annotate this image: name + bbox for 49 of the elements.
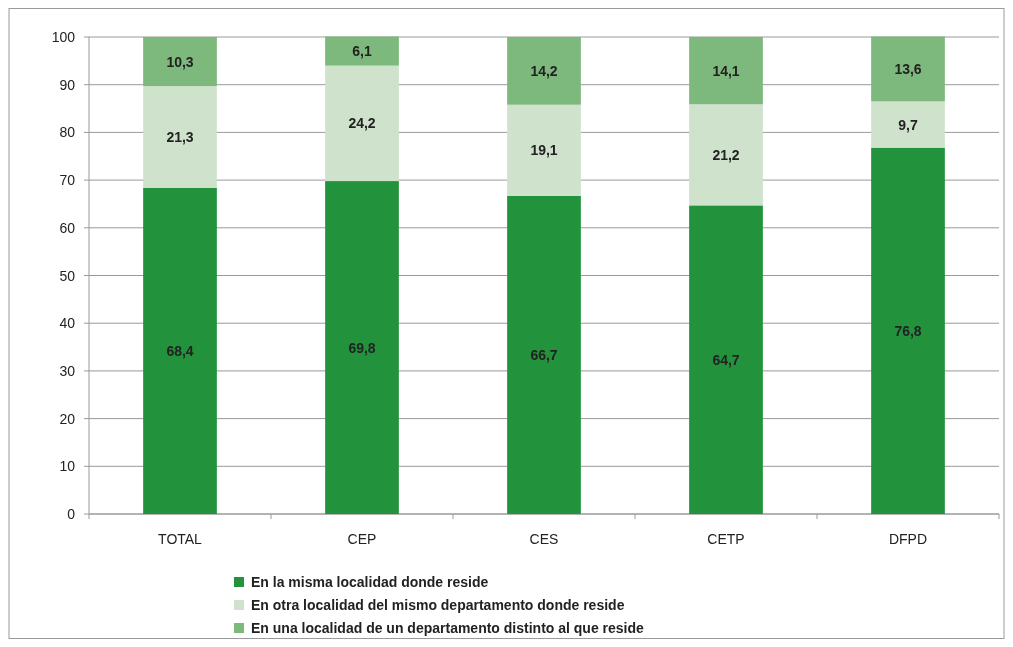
x-tick-label: CES xyxy=(529,531,559,547)
y-tick-label: 80 xyxy=(59,124,76,141)
bar xyxy=(871,36,945,102)
x-tick-label: TOTAL xyxy=(158,531,203,547)
y-tick-label: 90 xyxy=(59,76,76,93)
bar xyxy=(689,37,763,105)
bar xyxy=(871,147,945,514)
bar xyxy=(325,36,399,66)
bar xyxy=(507,37,581,105)
bar xyxy=(507,104,581,196)
legend-label: En la misma localidad donde reside xyxy=(251,574,489,590)
bar xyxy=(143,37,217,87)
y-tick-label: 40 xyxy=(59,315,76,332)
x-tick-label: DFPD xyxy=(888,531,928,547)
y-tick-label: 30 xyxy=(59,362,76,379)
data-label: 14,2 xyxy=(530,62,558,79)
data-label: 21,3 xyxy=(166,128,194,145)
data-label: 9,7 xyxy=(898,116,918,133)
data-label: 68,4 xyxy=(166,342,194,359)
data-label: 6,1 xyxy=(352,43,372,60)
bar xyxy=(689,104,763,206)
data-label: 13,6 xyxy=(894,60,922,77)
x-tick-label: CETP xyxy=(707,531,745,547)
y-tick-label: 50 xyxy=(59,267,76,284)
y-tick-label: 10 xyxy=(59,458,76,475)
data-label: 76,8 xyxy=(894,322,922,339)
legend-label: En una localidad de un departamento distinto al que reside xyxy=(251,620,645,636)
x-tick-label: CEP xyxy=(347,531,377,547)
y-tick-label: 70 xyxy=(59,172,76,189)
bar xyxy=(325,65,399,182)
bar xyxy=(689,205,763,514)
data-label: 24,2 xyxy=(348,115,376,132)
data-label: 14,1 xyxy=(712,62,740,79)
bar xyxy=(143,86,217,188)
data-label: 10,3 xyxy=(166,53,194,70)
bar xyxy=(871,101,945,148)
y-tick-label: 20 xyxy=(59,410,76,427)
y-tick-label: 0 xyxy=(67,506,76,522)
data-label: 69,8 xyxy=(348,339,376,356)
bar xyxy=(325,181,399,514)
bar xyxy=(143,187,217,514)
data-label: 64,7 xyxy=(712,351,740,368)
legend-label: En otra localidad del mismo departamento donde reside xyxy=(251,597,625,613)
y-tick-label: 60 xyxy=(59,219,76,236)
y-tick-label: 100 xyxy=(51,29,76,45)
data-label: 21,2 xyxy=(712,146,740,163)
data-label: 66,7 xyxy=(530,346,558,363)
bar xyxy=(507,195,581,514)
data-label: 19,1 xyxy=(530,142,558,159)
